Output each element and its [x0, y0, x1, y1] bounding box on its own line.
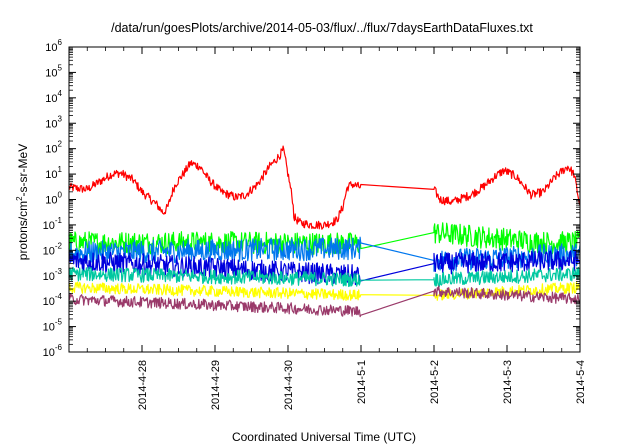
chart-title: /data/run/goesPlots/archive/2014-05-03/f…: [111, 21, 533, 35]
y-tick-label: 102: [45, 140, 62, 156]
y-tick-label: 106: [45, 38, 62, 54]
y-tick-label: 10-3: [43, 267, 63, 283]
y-tick-label: 10-5: [43, 318, 63, 334]
y-tick-label: 10-6: [43, 343, 63, 359]
y-axis-label: protons/cm2-s-sr-MeV: [15, 144, 30, 260]
series-line-3: [68, 236, 581, 272]
x-tick-label: 2014-5-2: [429, 360, 441, 404]
y-tick-label: 104: [45, 89, 62, 105]
y-tick-label: 103: [45, 114, 62, 130]
series-line-5: [68, 266, 581, 288]
x-tick-label: 2014-5-3: [502, 360, 514, 404]
axis-layer: 10-6 10-5 10-4 10-3 10-2 10-1 100 101 102 103 104 1…: [43, 38, 587, 410]
y-tick-label: 10-1: [43, 216, 63, 232]
y-tick-label: 10-4: [43, 292, 63, 308]
series-line-4: [68, 250, 581, 286]
y-tick-label: 100: [45, 191, 62, 207]
y-tick-label: 105: [45, 63, 62, 79]
x-tick-label: 2014-5-1: [356, 360, 368, 404]
y-tick-label: 101: [45, 165, 62, 181]
series-layer: [68, 145, 581, 318]
series-line-7: [68, 285, 581, 318]
x-tick-label: 2014-5-4: [575, 360, 587, 404]
x-tick-label: 2014-4-30: [283, 360, 295, 410]
series-line-1: [68, 145, 581, 230]
plot-frame: [68, 46, 581, 353]
y-tick-label: 10-2: [43, 241, 63, 257]
x-tick-label: 2014-4-28: [137, 360, 149, 410]
series-line-2: [68, 222, 581, 256]
x-axis-label: Coordinated Universal Time (UTC): [232, 430, 416, 444]
x-tick-label: 2014-4-29: [210, 360, 222, 410]
